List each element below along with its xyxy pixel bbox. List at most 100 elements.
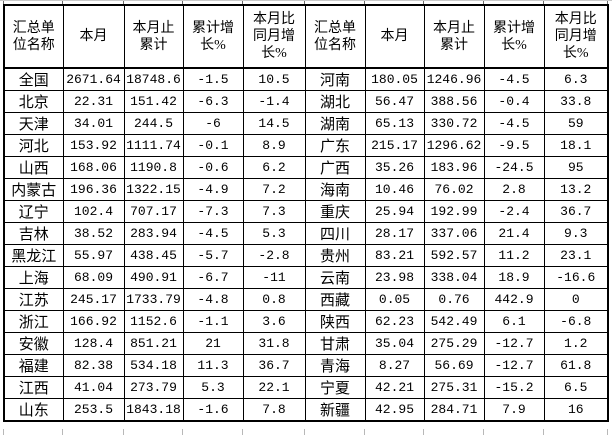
- value-cell-current-month: 83.21: [364, 244, 425, 267]
- column-header-month-yoy-growth: 本月比 同月增 长%: [543, 4, 609, 69]
- value-cell-month-to-date-total: 534.18: [123, 354, 184, 377]
- value-cell-month-to-date-total: 388.56: [423, 90, 485, 113]
- table-header: 汇总单 位名称 本月 本月止 累计 累计增 长% 本月比 同月增 长% 汇总单 位名称 本月…: [3, 4, 609, 69]
- value-cell-month-yoy-growth: 1.2: [543, 332, 609, 355]
- value-cell-month-yoy-growth: 0: [543, 288, 609, 311]
- grid-line-stub: [483, 1, 484, 5]
- region-name-cell: 广西: [304, 156, 366, 179]
- region-name-cell: 浙江: [3, 310, 64, 333]
- value-cell-cumulative-growth: -6.3: [182, 90, 244, 113]
- grid-line-stub: [182, 429, 183, 435]
- table-body: 全国 2671.64 18748.6 -1.5 10.5 河南 180.05 1246.96-…: [3, 67, 609, 422]
- value-cell-month-yoy-growth: 31.8: [242, 332, 306, 355]
- value-cell-month-yoy-growth: 6.5: [543, 376, 609, 399]
- table-row: 江苏 245.17 1733.79 -4.8 0.8 西藏 0.05 0.76 442.9 0: [3, 288, 609, 311]
- value-cell-cumulative-growth: -4.5: [483, 67, 545, 91]
- header-row: 汇总单 位名称 本月 本月止 累计 累计增 长% 本月比 同月增 长% 汇总单 位名称 本月…: [3, 4, 609, 69]
- region-name-cell: 海南: [304, 178, 366, 201]
- grid-line-stub: [123, 429, 124, 435]
- grid-line-stub: [543, 1, 544, 5]
- region-name-cell: 全国: [3, 67, 64, 91]
- value-cell-month-yoy-growth: 6.2: [242, 156, 306, 179]
- value-cell-cumulative-growth: -4.5: [182, 222, 244, 245]
- grid-line-stub: [483, 429, 484, 435]
- grid-line-stub: [304, 429, 305, 435]
- value-cell-month-to-date-total: 151.42: [123, 90, 184, 113]
- value-cell-month-yoy-growth: 7.8: [242, 398, 306, 422]
- table-row: 安徽 128.4 851.21 21 31.8 甘肃 35.04 275.29 -12.7 1.2: [3, 332, 609, 355]
- region-name-cell: 陕西: [304, 310, 366, 333]
- value-cell-month-yoy-growth: 22.1: [242, 376, 306, 399]
- value-cell-cumulative-growth: -6: [182, 112, 244, 135]
- grid-line-stub: [607, 429, 608, 435]
- region-name-cell: 河北: [3, 134, 64, 157]
- value-cell-month-to-date-total: 330.72: [423, 112, 485, 135]
- value-cell-current-month: 166.92: [62, 310, 125, 333]
- value-cell-month-to-date-total: 1152.6: [123, 310, 184, 333]
- region-name-cell: 山东: [3, 398, 64, 422]
- value-cell-month-yoy-growth: -16.6: [543, 266, 609, 289]
- region-name-cell: 甘肃: [304, 332, 366, 355]
- grid-line-stub: [3, 429, 4, 435]
- value-cell-month-to-date-total: 438.45: [123, 244, 184, 267]
- region-name-cell: 宁夏: [304, 376, 366, 399]
- value-cell-month-yoy-growth: 33.8: [543, 90, 609, 113]
- value-cell-current-month: 8.27: [364, 354, 425, 377]
- grid-line-stub: [123, 1, 124, 5]
- value-cell-month-to-date-total: 592.57: [423, 244, 485, 267]
- region-name-cell: 安徽: [3, 332, 64, 355]
- value-cell-current-month: 25.94: [364, 200, 425, 223]
- region-name-cell: 四川: [304, 222, 366, 245]
- table-row: 黑龙江 55.97 438.45 -5.7 -2.8 贵州 83.21 592.57 11.2 2…: [3, 244, 609, 267]
- value-cell-current-month: 38.52: [62, 222, 125, 245]
- value-cell-month-yoy-growth: 36.7: [543, 200, 609, 223]
- value-cell-month-to-date-total: 1733.79: [123, 288, 184, 311]
- value-cell-month-to-date-total: 1246.96: [423, 67, 485, 91]
- value-cell-month-to-date-total: 183.96: [423, 156, 485, 179]
- value-cell-month-yoy-growth: 7.3: [242, 200, 306, 223]
- value-cell-current-month: 28.17: [364, 222, 425, 245]
- value-cell-month-yoy-growth: 18.1: [543, 134, 609, 157]
- value-cell-month-yoy-growth: 10.5: [242, 67, 306, 91]
- value-cell-cumulative-growth: 18.9: [483, 266, 545, 289]
- grid-line-stub: [607, 1, 608, 5]
- grid-line-stub: [543, 429, 544, 435]
- column-header-unit-name: 汇总单 位名称: [304, 4, 366, 69]
- value-cell-current-month: 42.95: [364, 398, 425, 422]
- value-cell-month-yoy-growth: 61.8: [543, 354, 609, 377]
- value-cell-month-to-date-total: 18748.6: [123, 67, 184, 91]
- value-cell-cumulative-growth: -2.4: [483, 200, 545, 223]
- value-cell-month-to-date-total: 1843.18: [123, 398, 184, 422]
- value-cell-cumulative-growth: -9.5: [483, 134, 545, 157]
- table-row: 上海 68.09 490.91 -6.7 -11 云南 23.98 338.04 18.9 -16…: [3, 266, 609, 289]
- value-cell-cumulative-growth: -0.6: [182, 156, 244, 179]
- grid-line-stub: [423, 1, 424, 5]
- value-cell-current-month: 128.4: [62, 332, 125, 355]
- value-cell-month-to-date-total: 283.94: [123, 222, 184, 245]
- region-name-cell: 辽宁: [3, 200, 64, 223]
- table-row: 北京 22.31 151.42 -6.3 -1.4 湖北 56.47 388.56 -0.4 33…: [3, 90, 609, 113]
- table-row: 河北 153.92 1111.74 -0.1 8.9 广东 215.17 1296.62 -9.…: [3, 134, 609, 157]
- value-cell-month-to-date-total: 1322.15: [123, 178, 184, 201]
- value-cell-month-to-date-total: 490.91: [123, 266, 184, 289]
- value-cell-current-month: 56.47: [364, 90, 425, 113]
- value-cell-cumulative-growth: -1.6: [182, 398, 244, 422]
- value-cell-cumulative-growth: 2.8: [483, 178, 545, 201]
- grid-line-stub: [62, 429, 63, 435]
- column-header-current-month: 本月: [364, 4, 425, 69]
- value-cell-current-month: 253.5: [62, 398, 125, 422]
- grid-line-stub: [364, 429, 365, 435]
- value-cell-month-yoy-growth: 14.5: [242, 112, 306, 135]
- value-cell-current-month: 0.05: [364, 288, 425, 311]
- summary-table: 汇总单 位名称 本月 本月止 累计 累计增 长% 本月比 同月增 长% 汇总单 位名称 本月…: [3, 4, 609, 422]
- cropped-row-artifact-bottom: [0, 429, 612, 435]
- value-cell-cumulative-growth: -5.7: [182, 244, 244, 267]
- table-row: 内蒙古 196.36 1322.15 -4.9 7.2 海南 10.46 76.02 2.8 13…: [3, 178, 609, 201]
- value-cell-cumulative-growth: -0.4: [483, 90, 545, 113]
- value-cell-current-month: 62.23: [364, 310, 425, 333]
- value-cell-month-yoy-growth: 59: [543, 112, 609, 135]
- value-cell-current-month: 168.06: [62, 156, 125, 179]
- grid-line-stub: [182, 1, 183, 5]
- region-name-cell: 天津: [3, 112, 64, 135]
- value-cell-current-month: 153.92: [62, 134, 125, 157]
